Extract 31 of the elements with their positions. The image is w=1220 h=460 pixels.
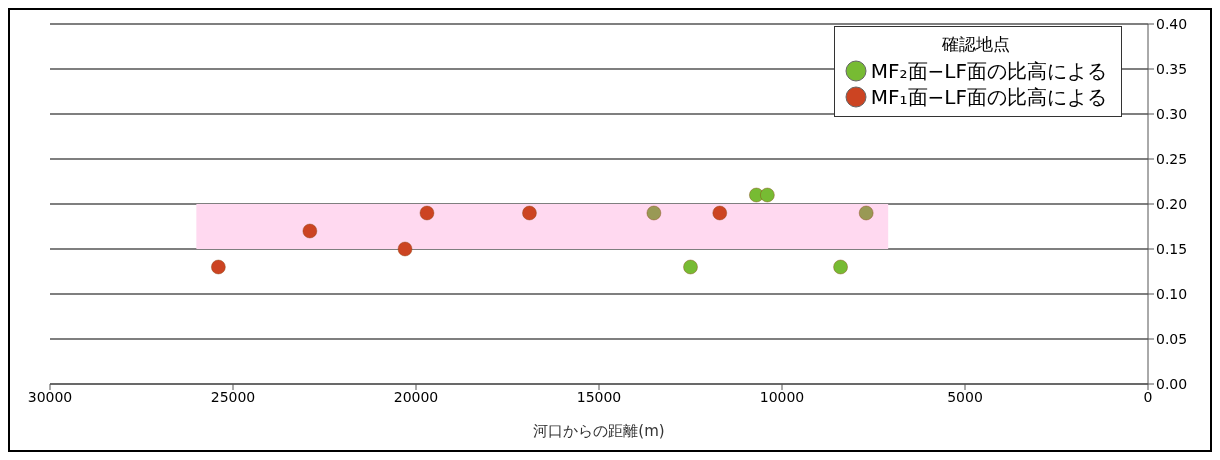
y-tick-label: 0.30 <box>1156 105 1188 122</box>
y-tick-label: 0.35 <box>1156 60 1188 77</box>
point <box>521 205 537 221</box>
y-tick-label: 0.20 <box>1156 195 1188 212</box>
y-tick-label: 0.05 <box>1156 330 1188 347</box>
x-tick-label: 15000 <box>576 388 622 405</box>
point <box>646 205 662 221</box>
point <box>833 259 849 275</box>
y-tick-label: 0.15 <box>1156 240 1188 257</box>
y-tick-label: 0.25 <box>1156 150 1188 167</box>
point <box>712 205 728 221</box>
y-tick-label: 0.40 <box>1156 15 1188 32</box>
x-tick-label: 20000 <box>393 388 439 405</box>
y-tick-label: 0.10 <box>1156 285 1188 302</box>
x-axis-title: 河口からの距離(m) <box>533 422 665 440</box>
x-tick-label: 0 <box>1143 388 1153 405</box>
x-tick-label: 5000 <box>947 388 983 405</box>
point <box>858 205 874 221</box>
y-tick-label: 0.00 <box>1156 375 1188 392</box>
point <box>419 205 435 221</box>
point <box>759 187 775 203</box>
x-tick-label: 25000 <box>210 388 256 405</box>
legend-label: MF₂面−LF面の比高による <box>870 58 1107 84</box>
x-tick-label: 10000 <box>759 388 805 405</box>
point <box>210 259 226 275</box>
point <box>683 259 698 275</box>
x-tick-label: 30000 <box>27 388 73 405</box>
legend-title: 確認地点 <box>940 33 1011 56</box>
legend-label: MF₁面−LF面の比高による <box>870 84 1107 110</box>
point <box>397 241 413 257</box>
point <box>302 223 318 239</box>
